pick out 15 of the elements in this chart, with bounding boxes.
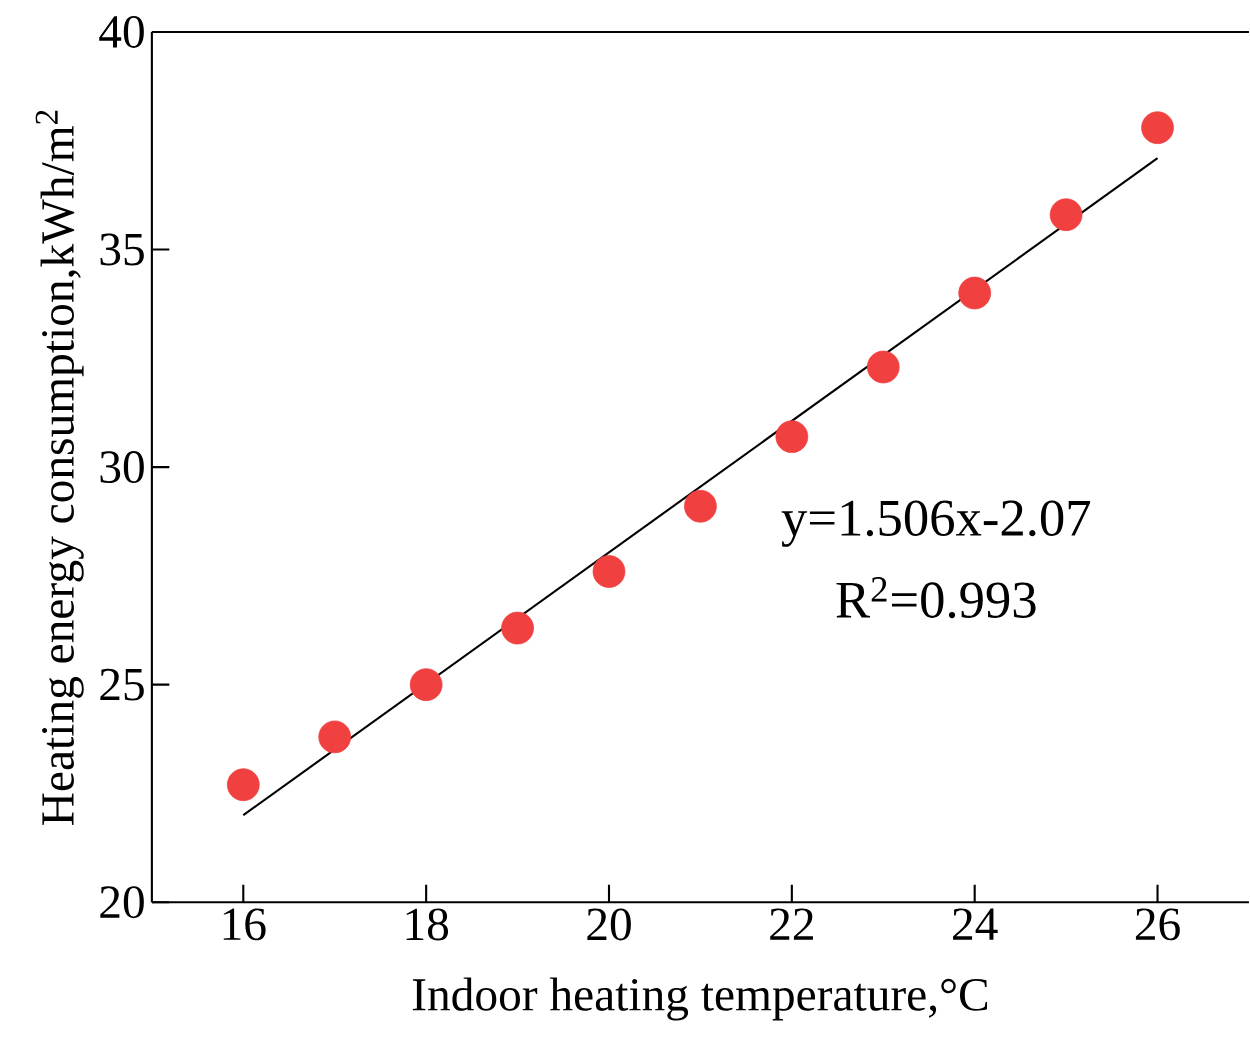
y-tick-label: 20 [100,886,144,919]
x-axis-title: Indoor heating temperature,°C [412,977,988,1021]
x-tick-label: 24 [953,908,998,940]
y-tick-label: 35 [100,233,144,266]
y-axis-title: Heating energy consumption,kWh/m$^{2}$ [35,110,84,825]
x-tick-label: 16 [223,908,266,941]
y-tick-label: 25 [100,668,144,701]
y-tick-label: 30 [100,451,144,484]
annotation: y=1.506x-2.07 [781,500,1091,547]
x-tick-label: 26 [1135,908,1180,941]
x-tick-label: 22 [770,908,813,940]
x-tick-label: 20 [587,908,631,941]
y-tick-label: 40 [99,15,144,48]
annotation: R$^{2}$=0.993 [836,577,1036,619]
x-tick-label: 18 [406,908,449,941]
